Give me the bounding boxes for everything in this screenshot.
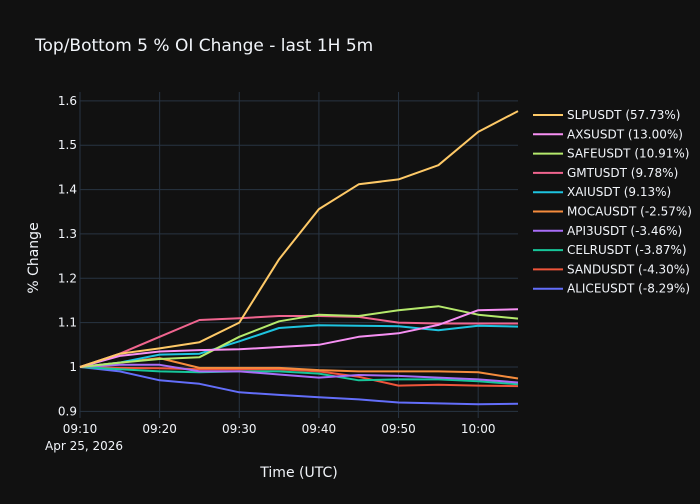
legend-item-api3usdt[interactable]: API3USDT (-3.46%) — [533, 224, 682, 238]
y-tick-label: 1 — [69, 360, 77, 374]
legend-item-gmtusdt[interactable]: GMTUSDT (9.78%) — [533, 166, 678, 180]
x-tick-label: 09:50 — [381, 422, 416, 436]
x-tick-label: 10:00 — [461, 422, 496, 436]
y-tick-label: 1.5 — [58, 138, 77, 152]
legend-item-celrusdt[interactable]: CELRUSDT (-3.87%) — [533, 243, 687, 257]
y-tick-label: 1.2 — [58, 271, 77, 285]
legend-label: GMTUSDT (9.78%) — [567, 166, 678, 180]
legend-label: SAFEUSDT (10.91%) — [567, 147, 689, 161]
series-line-aliceusdt[interactable] — [79, 366, 519, 406]
series-line-slpusdt[interactable] — [79, 110, 519, 368]
y-tick-label: 1.1 — [58, 316, 77, 330]
legend-label: XAIUSDT (9.13%) — [567, 185, 671, 199]
series-line-safeusdt[interactable] — [79, 305, 519, 368]
legend-item-xaiusdt[interactable]: XAIUSDT (9.13%) — [533, 185, 671, 199]
y-tick-label: 1.4 — [58, 183, 77, 197]
legend-label: AXSUSDT (13.00%) — [567, 127, 683, 141]
x-axis-label: Time (UTC) — [259, 465, 337, 481]
x-tick-label: 09:30 — [222, 422, 257, 436]
legend-item-slpusdt[interactable]: SLPUSDT (57.73%) — [533, 108, 680, 122]
series-line-axsusdt[interactable] — [79, 308, 519, 368]
series-layer — [79, 110, 519, 406]
y-axis-label: % Change — [26, 222, 42, 293]
legend-item-mocausdt[interactable]: MOCAUSDT (-2.57%) — [533, 205, 692, 219]
series-line-api3usdt[interactable] — [79, 363, 519, 384]
x-tick-sublabel: Apr 25, 2026 — [45, 439, 123, 453]
legend-label: API3USDT (-3.46%) — [567, 224, 682, 238]
legend-label: SLPUSDT (57.73%) — [567, 108, 680, 122]
series-line-xaiusdt[interactable] — [79, 324, 519, 368]
legend-item-safeusdt[interactable]: SAFEUSDT (10.91%) — [533, 147, 689, 161]
legend-item-sandusdt[interactable]: SANDUSDT (-4.30%) — [533, 262, 690, 276]
legend-item-axsusdt[interactable]: AXSUSDT (13.00%) — [533, 127, 683, 141]
x-tick-layer: 09:10 09:20 09:30 09:40 09:50 10:00 — [63, 422, 496, 436]
x-tick-label: 09:20 — [142, 422, 177, 436]
x-tick-label: 09:10 — [63, 422, 98, 436]
y-tick-label: 0.9 — [58, 404, 77, 418]
y-tick-label: 1.3 — [58, 227, 77, 241]
legend-item-aliceusdt[interactable]: ALICEUSDT (-8.29%) — [533, 282, 690, 296]
legend-label: ALICEUSDT (-8.29%) — [567, 282, 690, 296]
legend[interactable]: SLPUSDT (57.73%) AXSUSDT (13.00%) SAFEUSDT… — [533, 108, 692, 296]
chart-title: Top/Bottom 5 % OI Change - last 1H 5m — [34, 36, 373, 56]
series-line-celrusdt[interactable] — [79, 366, 519, 386]
y-tick-label: 1.6 — [58, 94, 77, 108]
legend-label: SANDUSDT (-4.30%) — [567, 262, 690, 276]
x-tick-label: 09:40 — [302, 422, 337, 436]
legend-label: CELRUSDT (-3.87%) — [567, 243, 687, 257]
y-tick-layer: 0.9 1 1.1 1.2 1.3 1.4 1.5 1.6 — [58, 94, 77, 418]
legend-label: MOCAUSDT (-2.57%) — [567, 205, 692, 219]
series-line-sandusdt[interactable] — [79, 366, 519, 388]
